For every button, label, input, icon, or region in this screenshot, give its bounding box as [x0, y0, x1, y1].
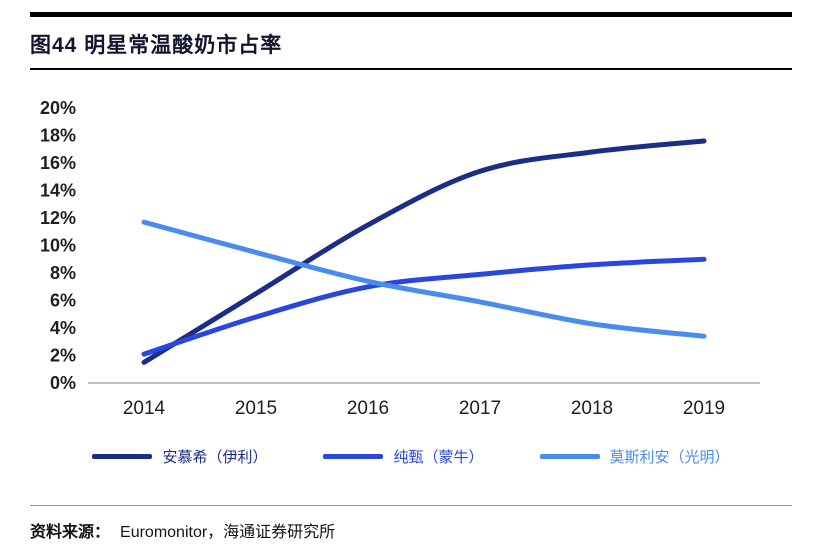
y-tick-label: 2%	[50, 346, 76, 366]
series-line-2	[141, 219, 707, 339]
legend-label-0: 安慕希（伊利）	[162, 449, 268, 466]
legend-item-2: 莫斯利安（光明）	[539, 446, 730, 467]
series-line-0	[141, 138, 707, 365]
x-tick-label: 2014	[123, 398, 166, 419]
x-tick-label: 2019	[683, 398, 725, 419]
footer-divider	[30, 505, 792, 506]
source-text: Euromonitor，海通证券研究所	[120, 524, 336, 541]
y-tick-label: 20%	[40, 98, 76, 118]
y-tick-label: 8%	[50, 263, 76, 283]
y-tick-label: 16%	[40, 153, 76, 173]
x-tick-label: 2016	[347, 398, 389, 419]
legend-line-swatch-0	[92, 454, 153, 459]
report-page: 图44 明星常温酸奶市占率 0% 2% 4% 6% 8% 10% 12% 14% 16% 18% 2…	[30, 12, 792, 542]
x-tick-label: 2017	[459, 398, 501, 419]
legend-label-2: 莫斯利安（光明）	[609, 449, 730, 466]
y-tick-label: 14%	[40, 181, 76, 201]
y-tick-label: 10%	[40, 236, 76, 256]
y-tick-label: 12%	[40, 208, 76, 228]
title-divider	[30, 68, 792, 70]
top-divider	[30, 12, 792, 17]
legend-item-1: 纯甄（蒙牛）	[323, 446, 484, 467]
x-tick-label: 2018	[571, 398, 613, 419]
chart-legend: 安慕希（伊利） 纯甄（蒙牛） 莫斯利安（光明）	[30, 446, 792, 467]
y-tick-label: 0%	[50, 373, 76, 393]
chart-area: 0% 2% 4% 6% 8% 10% 12% 14% 16% 18% 20% 2014 2015 2016…	[30, 84, 792, 434]
legend-line-swatch-1	[323, 454, 384, 459]
y-tick-label: 18%	[40, 126, 76, 146]
y-tick-label: 4%	[50, 318, 76, 338]
chart-title: 图44 明星常温酸奶市占率	[30, 34, 283, 57]
legend-item-0: 安慕希（伊利）	[92, 446, 267, 467]
legend-label-1: 纯甄（蒙牛）	[393, 449, 484, 466]
source-label: 资料来源：	[30, 524, 111, 541]
line-chart-svg: 0% 2% 4% 6% 8% 10% 12% 14% 16% 18% 20% 2014 2015 2016…	[40, 98, 760, 419]
x-tick-label: 2015	[235, 398, 277, 419]
series-line-1	[141, 256, 707, 357]
legend-line-swatch-2	[539, 454, 600, 459]
y-tick-label: 6%	[50, 291, 76, 311]
source-note: 资料来源： Euromonitor，海通证券研究所	[30, 518, 792, 542]
